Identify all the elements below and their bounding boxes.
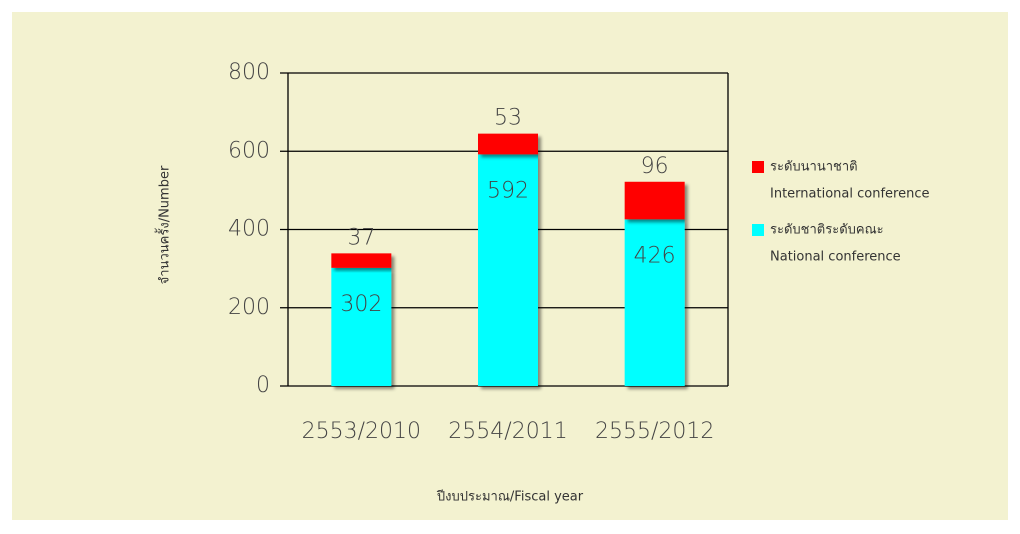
x-axis-label: ปีงบประมาณ/Fiscal year [436, 489, 584, 505]
x-tick-label: 2555/2012 [595, 419, 714, 444]
legend-label-en: International conference [770, 187, 929, 202]
legend-label: ระดับชาติระดับคณะ [770, 223, 884, 238]
data-label: 53 [494, 106, 522, 131]
bar-segment [624, 181, 685, 220]
y-tick-label: 400 [228, 217, 270, 242]
bar-segment [331, 253, 392, 268]
y-tick-label: 800 [228, 60, 270, 85]
legend-swatch [752, 161, 764, 173]
legend-label: ระดับนานาชาติ [770, 160, 858, 175]
y-tick-label: 200 [228, 295, 270, 320]
bar-segment [331, 267, 392, 386]
y-tick-label: 600 [228, 138, 270, 163]
data-label: 592 [487, 178, 529, 203]
y-tick-label: 0 [256, 373, 270, 398]
x-tick-label: 2554/2011 [448, 419, 567, 444]
y-axis-label: จำนวนครั้ง/Number [155, 165, 173, 284]
bar-segment [478, 154, 538, 386]
data-label: 302 [340, 292, 382, 317]
legend-swatch [752, 224, 764, 236]
data-label: 426 [634, 243, 676, 268]
bar-segment [624, 219, 685, 386]
bar-segment [478, 133, 538, 155]
x-tick-label: 2553/2010 [302, 419, 421, 444]
data-label: 37 [347, 225, 375, 250]
data-label: 96 [641, 154, 669, 179]
legend-label-en: National conference [770, 250, 901, 265]
